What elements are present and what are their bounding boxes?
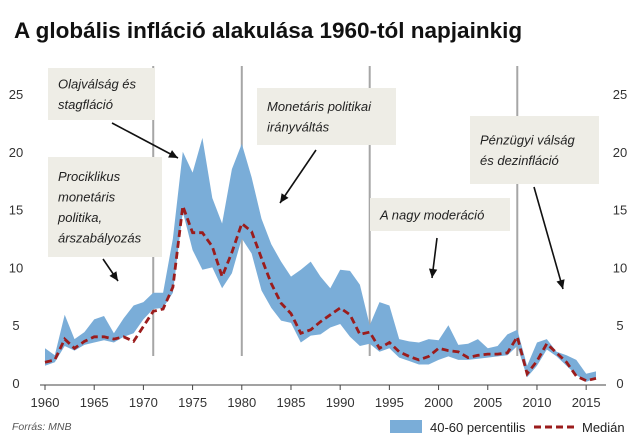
x-tick-label: 2015	[572, 395, 601, 410]
annotation-text: Pénzügyi válság	[480, 133, 575, 148]
y-tick-label-left: 5	[12, 318, 19, 333]
annotation-text: és dezinfláció	[480, 153, 559, 168]
annotation-arrow-icon	[533, 186, 565, 290]
legend-band-label: 40-60 percentilis	[430, 420, 526, 435]
annotation-arrow-icon	[111, 122, 179, 159]
y-tick-label-left: 10	[9, 260, 23, 275]
x-tick-label: 2005	[473, 395, 502, 410]
legend-band-swatch	[390, 420, 422, 433]
y-tick-label-left: 20	[9, 145, 23, 160]
y-tick-label-right: 25	[613, 87, 627, 102]
x-tick-label: 1980	[227, 395, 256, 410]
x-tick-label: 1995	[375, 395, 404, 410]
annotation-arrow-icon	[279, 149, 317, 204]
y-tick-label-left: 15	[9, 203, 23, 218]
x-tick-label: 1965	[80, 395, 109, 410]
x-tick-label: 2010	[523, 395, 552, 410]
percentile-band-area	[45, 137, 596, 382]
x-tick-label: 1970	[129, 395, 158, 410]
y-tick-label-left: 0	[12, 376, 19, 391]
annotation-arrow-icon	[428, 237, 438, 279]
y-tick-label-right: 10	[613, 260, 627, 275]
annotation-text: politika,	[57, 210, 102, 225]
annotation-text: Prociklikus	[58, 169, 121, 184]
annotation-text: stagfláció	[58, 97, 113, 112]
chart-title: A globális infláció alakulása 1960-tól n…	[14, 18, 522, 43]
annotation-monetary-shift: Monetáris politikai irányváltás	[257, 88, 396, 145]
annotation-arrow-icon	[102, 258, 119, 282]
y-tick-label-right: 5	[616, 318, 623, 333]
legend-median-label: Medián	[582, 420, 625, 435]
source-note: Forrás: MNB	[12, 421, 72, 433]
annotation-box	[48, 68, 155, 120]
x-tick-label: 2000	[424, 395, 453, 410]
annotation-box	[470, 116, 599, 184]
y-tick-label-right: 20	[613, 145, 627, 160]
x-tick-label: 1975	[178, 395, 207, 410]
annotation-text: A nagy moderáció	[379, 207, 484, 222]
annotation-text: Monetáris politikai	[267, 99, 372, 114]
legend: 40-60 percentilis Medián	[390, 420, 625, 435]
annotation-text: Olajválság és	[58, 77, 137, 92]
annotation-text: árszabályozás	[58, 231, 142, 246]
annotation-box	[370, 198, 510, 231]
annotation-box	[257, 88, 396, 145]
annotation-great-moderation: A nagy moderáció	[370, 198, 510, 231]
x-tick-label: 1985	[277, 395, 306, 410]
annotation-oil-crisis: Olajválság és stagfláció	[48, 68, 155, 120]
y-tick-label-right: 15	[613, 203, 627, 218]
x-tick-label: 1990	[326, 395, 355, 410]
annotation-text: monetáris	[58, 190, 116, 205]
x-tick-label: 1960	[31, 395, 60, 410]
annotation-procyclical-policy: Prociklikus monetáris politika, árszabályoz…	[48, 157, 162, 257]
y-tick-label-left: 25	[9, 87, 23, 102]
y-tick-label-right: 0	[616, 376, 623, 391]
annotation-text: irányváltás	[267, 120, 330, 135]
annotation-box	[48, 157, 162, 257]
annotation-financial-crisis: Pénzügyi válság és dezinfláció	[470, 116, 599, 184]
median-line	[44, 205, 597, 383]
